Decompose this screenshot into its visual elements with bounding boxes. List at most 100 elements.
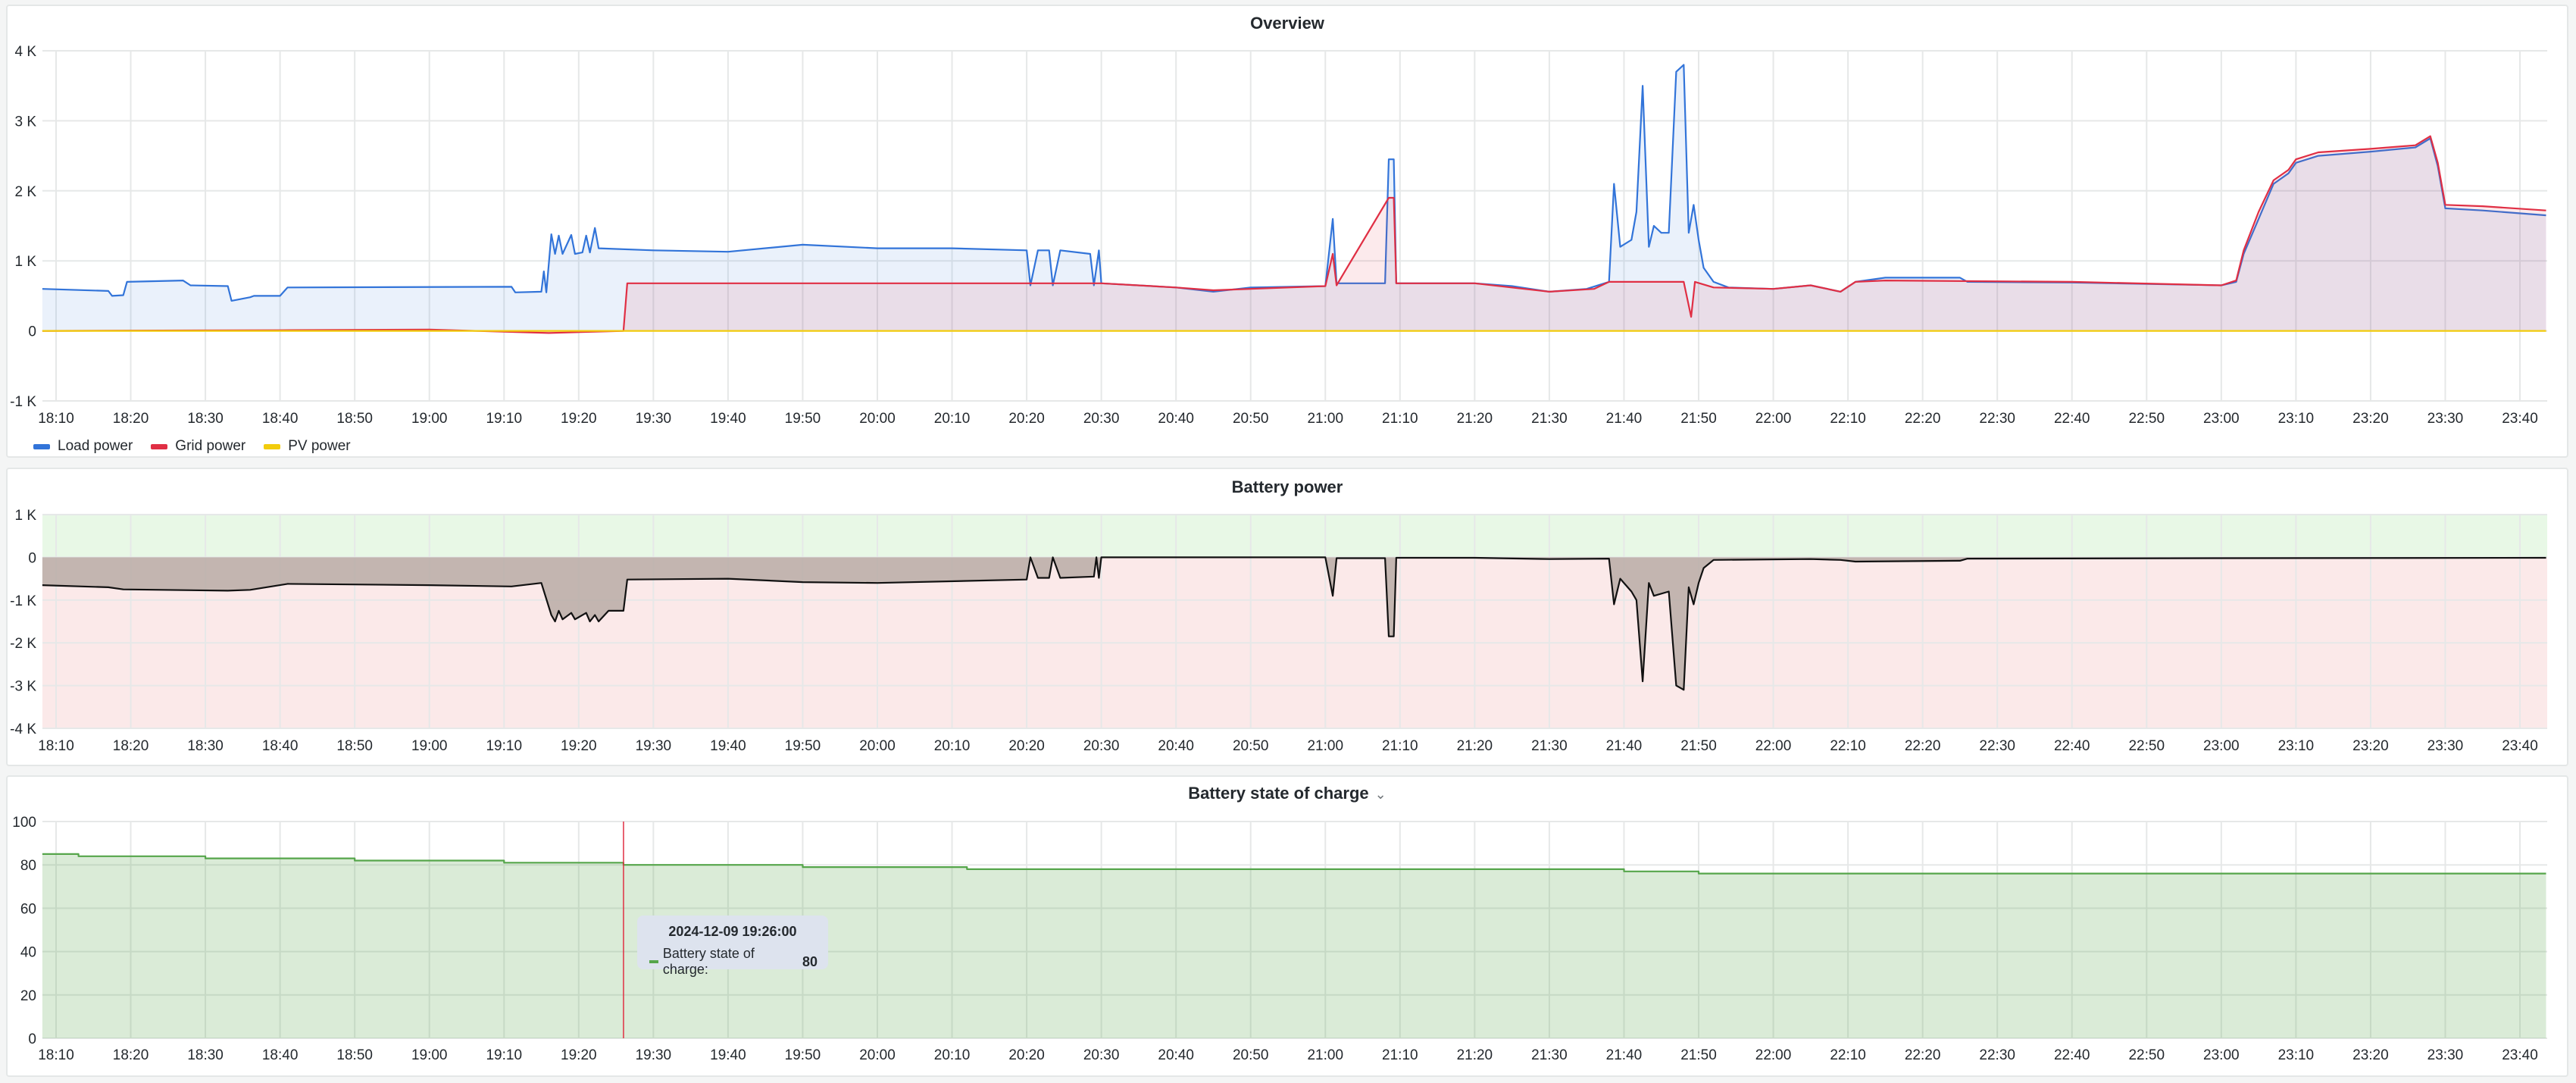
x-tick-label: 21:10 [1382,738,1418,754]
legend-swatch [151,443,168,449]
legend-item-load-power[interactable]: Load power [33,438,133,455]
x-tick-label: 22:00 [1755,1047,1792,1063]
x-tick-label: 23:20 [2352,738,2389,754]
x-tick-label: 22:10 [1830,738,1866,754]
x-tick-label: 23:30 [2428,738,2464,754]
x-tick-label: 19:00 [411,411,448,427]
x-tick-label: 23:30 [2428,411,2464,427]
x-tick-label: 20:50 [1233,738,1269,754]
x-tick-label: 22:30 [1979,1047,2015,1063]
x-tick-label: 18:20 [113,738,149,754]
x-tick-label: 20:10 [934,411,971,427]
x-tick-label: 19:10 [486,411,522,427]
y-tick-label: 20 [20,988,36,1004]
x-tick-label: 19:50 [785,1047,821,1063]
x-tick-label: 21:50 [1680,738,1717,754]
legend-item-pv-power[interactable]: PV power [264,438,351,455]
panel-title[interactable]: Battery power [1231,477,1343,496]
x-tick-label: 22:30 [1979,411,2015,427]
x-tick-label: 20:00 [859,1047,896,1063]
x-tick-label: 20:20 [1008,1047,1045,1063]
x-tick-label: 22:40 [2054,1047,2090,1063]
x-tick-label: 22:00 [1755,738,1792,754]
x-tick-label: 21:10 [1382,411,1418,427]
x-tick-label: 18:10 [38,1047,74,1063]
legend-label: PV power [288,438,351,454]
x-tick-label: 20:30 [1083,1047,1120,1063]
y-tick-label: 100 [12,815,36,831]
x-tick-label: 19:50 [785,738,821,754]
legend-label: Grid power [175,438,246,454]
x-tick-label: 20:40 [1158,411,1194,427]
x-tick-label: 19:00 [411,1047,448,1063]
battery-soc-panel: Battery state of charge ⌄ [6,775,2568,1077]
x-tick-label: 22:50 [2128,411,2165,427]
y-tick-label: 1 K [14,508,36,524]
x-tick-label: 23:40 [2502,738,2538,754]
x-tick-label: 19:10 [486,1047,522,1063]
x-tick-label: 23:00 [2203,738,2240,754]
overview-panel: Overview Load power Grid power PV power [6,5,2568,458]
x-tick-label: 19:20 [561,738,597,754]
x-tick-label: 21:50 [1680,1047,1717,1063]
x-tick-label: 22:40 [2054,411,2090,427]
x-tick-label: 20:30 [1083,411,1120,427]
series-line [42,135,2546,334]
x-tick-label: 20:00 [859,411,896,427]
x-tick-label: 18:40 [262,1047,299,1063]
y-tick-label: -3 K [10,679,36,695]
x-tick-label: 23:00 [2203,411,2240,427]
x-tick-label: 18:20 [113,1047,149,1063]
tooltip: 2024-12-09 19:26:00 Battery state of cha… [637,916,828,977]
series-area [42,853,2546,1038]
y-tick-label: 3 K [14,114,36,130]
x-tick-label: 21:40 [1606,1047,1643,1063]
y-tick-label: 1 K [14,254,36,270]
y-tick-label: 2 K [14,184,36,200]
legend-item-grid-power[interactable]: Grid power [151,438,245,455]
x-tick-label: 23:00 [2203,1047,2240,1063]
x-tick-label: 20:50 [1233,1047,1269,1063]
x-tick-label: 20:40 [1158,1047,1194,1063]
x-tick-label: 19:20 [561,411,597,427]
tooltip-series-label: Battery state of charge: [662,946,755,977]
tooltip-time: 2024-12-09 19:26:00 [668,924,797,939]
panel-title-text: Battery state of charge [1188,784,1369,803]
series-line [42,64,2546,302]
tooltip-value: 80 [802,953,818,969]
x-tick-label: 18:10 [38,738,74,754]
x-tick-label: 19:00 [411,738,448,754]
x-tick-label: 18:40 [262,411,299,427]
x-tick-label: 22:30 [1979,738,2015,754]
x-tick-label: 18:50 [336,411,373,427]
x-tick-label: 21:00 [1307,738,1343,754]
chevron-down-icon[interactable]: ⌄ [1374,787,1386,802]
x-tick-label: 19:40 [710,1047,746,1063]
x-tick-label: 22:40 [2054,738,2090,754]
legend-label: Load power [58,438,133,454]
panel-title[interactable]: Battery state of charge ⌄ [8,784,2567,803]
x-tick-label: 19:40 [710,738,746,754]
x-tick-label: 21:00 [1307,411,1343,427]
threshold-band [42,515,2547,558]
legend: Load power Grid power PV power [33,438,351,455]
x-tick-label: 19:30 [636,738,672,754]
x-tick-label: 23:40 [2502,1047,2538,1063]
y-tick-label: 40 [20,945,36,961]
x-tick-label: 21:40 [1606,411,1643,427]
y-tick-label: 0 [28,550,36,566]
x-tick-label: 18:10 [38,411,74,427]
tooltip-row: Battery state of charge: 80 [649,946,818,978]
x-tick-label: 18:50 [336,738,373,754]
x-tick-label: 21:30 [1531,738,1568,754]
x-tick-label: 21:50 [1680,411,1717,427]
x-tick-label: 19:40 [710,411,746,427]
y-tick-label: -4 K [10,721,36,737]
x-tick-label: 20:00 [859,738,896,754]
x-tick-label: 19:20 [561,1047,597,1063]
x-tick-label: 18:30 [187,411,224,427]
x-tick-label: 22:00 [1755,411,1792,427]
panel-title[interactable]: Overview [1250,14,1324,33]
x-tick-label: 20:20 [1008,411,1045,427]
